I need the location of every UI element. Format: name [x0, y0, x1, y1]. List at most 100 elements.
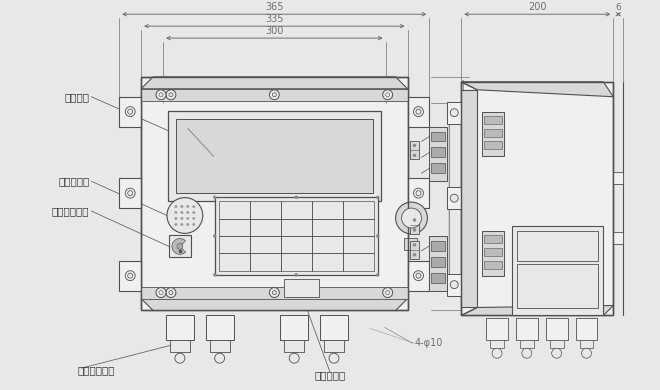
- Polygon shape: [141, 298, 407, 310]
- Text: 200: 200: [528, 2, 546, 12]
- Bar: [407, 261, 430, 291]
- Bar: [482, 112, 504, 156]
- Circle shape: [213, 273, 216, 277]
- Text: 360: 360: [465, 184, 475, 203]
- Circle shape: [269, 287, 279, 298]
- Circle shape: [193, 217, 195, 220]
- Bar: [312, 254, 343, 271]
- Bar: [407, 178, 430, 208]
- Circle shape: [175, 211, 177, 214]
- Bar: [280, 236, 312, 254]
- Bar: [484, 115, 502, 124]
- Bar: [484, 261, 502, 269]
- Bar: [432, 241, 446, 251]
- Bar: [169, 236, 191, 257]
- Circle shape: [492, 348, 502, 358]
- Bar: [280, 219, 312, 236]
- Circle shape: [167, 198, 203, 233]
- Circle shape: [376, 273, 380, 277]
- Bar: [482, 231, 504, 276]
- Circle shape: [193, 223, 195, 226]
- Circle shape: [401, 208, 422, 228]
- Bar: [517, 264, 599, 308]
- Bar: [550, 340, 564, 348]
- Polygon shape: [141, 77, 407, 89]
- Bar: [432, 131, 446, 142]
- Bar: [280, 316, 308, 340]
- Circle shape: [181, 217, 183, 220]
- Circle shape: [187, 206, 189, 208]
- Circle shape: [166, 287, 176, 298]
- Circle shape: [214, 353, 224, 363]
- Polygon shape: [461, 82, 613, 97]
- Bar: [249, 236, 280, 254]
- Bar: [461, 82, 613, 316]
- Bar: [409, 142, 420, 160]
- Bar: [284, 340, 304, 352]
- Bar: [447, 187, 461, 209]
- Bar: [512, 226, 603, 316]
- Polygon shape: [461, 305, 613, 316]
- Text: 365: 365: [265, 2, 284, 12]
- Circle shape: [125, 188, 135, 198]
- Bar: [407, 97, 430, 127]
- Bar: [517, 231, 599, 261]
- Circle shape: [187, 211, 189, 214]
- Bar: [447, 274, 461, 296]
- Text: 4-φ10: 4-φ10: [414, 338, 443, 348]
- Circle shape: [395, 202, 428, 234]
- Circle shape: [450, 281, 458, 289]
- Bar: [432, 257, 446, 267]
- Circle shape: [213, 196, 216, 199]
- Text: 300: 300: [265, 26, 284, 36]
- Bar: [343, 201, 374, 219]
- Circle shape: [413, 218, 416, 222]
- Circle shape: [376, 196, 380, 199]
- Bar: [141, 77, 407, 310]
- Bar: [432, 273, 446, 283]
- Bar: [176, 119, 373, 193]
- Bar: [484, 129, 502, 136]
- Circle shape: [413, 254, 416, 256]
- Bar: [490, 340, 504, 348]
- Bar: [218, 201, 249, 219]
- Text: キーボード: キーボード: [314, 370, 346, 380]
- Circle shape: [289, 353, 299, 363]
- Bar: [166, 316, 194, 340]
- Bar: [613, 232, 623, 244]
- Bar: [403, 238, 418, 250]
- Bar: [141, 77, 407, 310]
- Bar: [206, 316, 234, 340]
- Circle shape: [269, 90, 279, 100]
- Bar: [461, 82, 613, 316]
- Bar: [312, 219, 343, 236]
- Bar: [214, 197, 378, 275]
- Text: 335: 335: [265, 14, 284, 24]
- Circle shape: [181, 211, 183, 214]
- Bar: [249, 201, 280, 219]
- Circle shape: [413, 243, 416, 246]
- Bar: [280, 254, 312, 271]
- Bar: [576, 318, 597, 340]
- Circle shape: [522, 348, 532, 358]
- Circle shape: [181, 223, 183, 226]
- Circle shape: [450, 194, 458, 202]
- Bar: [210, 340, 230, 352]
- Circle shape: [450, 109, 458, 117]
- Circle shape: [181, 206, 183, 208]
- Bar: [284, 279, 319, 296]
- Circle shape: [125, 271, 135, 281]
- Bar: [484, 142, 502, 149]
- Circle shape: [414, 107, 424, 117]
- Circle shape: [414, 271, 424, 281]
- Circle shape: [187, 223, 189, 226]
- Circle shape: [329, 353, 339, 363]
- Circle shape: [175, 217, 177, 220]
- Bar: [486, 318, 508, 340]
- Bar: [312, 236, 343, 254]
- Bar: [343, 254, 374, 271]
- Circle shape: [166, 90, 176, 100]
- Bar: [119, 261, 141, 291]
- Text: 260: 260: [451, 184, 461, 203]
- Bar: [119, 178, 141, 208]
